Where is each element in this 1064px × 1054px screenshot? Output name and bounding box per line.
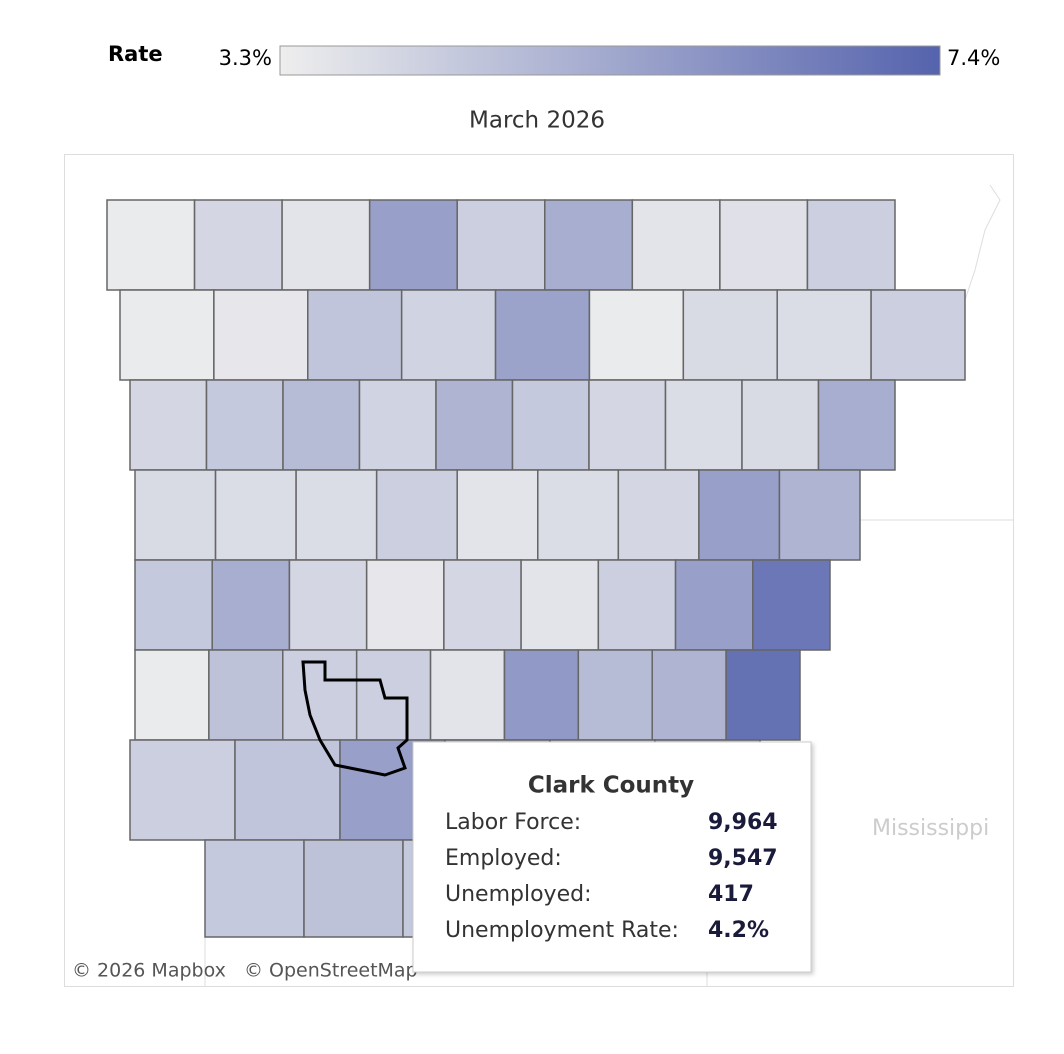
- county: [358, 379, 437, 471]
- county: [817, 379, 896, 471]
- county: [503, 649, 580, 741]
- county: [719, 199, 809, 291]
- county: [213, 289, 309, 381]
- county: [494, 289, 591, 381]
- county: [597, 559, 677, 651]
- map-title: March 2026: [469, 108, 605, 134]
- river: [964, 184, 1001, 301]
- county: [456, 469, 539, 561]
- county: [282, 379, 361, 471]
- selected-county[interactable]: [301, 660, 409, 777]
- tooltip-value: 9,547: [708, 846, 778, 871]
- county: [617, 469, 700, 561]
- county: [870, 289, 966, 381]
- county: [134, 469, 217, 561]
- county: [375, 469, 458, 561]
- county: [741, 379, 820, 471]
- county: [664, 379, 743, 471]
- county: [682, 289, 778, 381]
- legend-gradient: [279, 45, 941, 76]
- county: [698, 469, 781, 561]
- county: [806, 199, 896, 291]
- county: [674, 559, 754, 651]
- attribution[interactable]: © 2026 Mapbox: [72, 960, 226, 982]
- county: [106, 199, 196, 291]
- county: [134, 559, 213, 651]
- county: [288, 559, 368, 651]
- county: [577, 649, 653, 741]
- tooltip-label: Employed:: [445, 846, 562, 871]
- county: [295, 469, 378, 561]
- county: [537, 469, 620, 561]
- county: [511, 379, 590, 471]
- county: [208, 649, 284, 741]
- county: [725, 649, 801, 741]
- county: [429, 649, 506, 741]
- county: [211, 559, 291, 651]
- county: [204, 839, 305, 938]
- county: [778, 469, 861, 561]
- county: [129, 379, 208, 471]
- county: [400, 289, 497, 381]
- tooltip-value: 417: [708, 882, 754, 907]
- county: [303, 839, 404, 938]
- county: [193, 199, 283, 291]
- tooltip-value: 9,964: [708, 810, 778, 835]
- legend-min: 3.3%: [219, 46, 272, 70]
- county: [214, 469, 297, 561]
- tooltip-title: Clark County: [528, 773, 694, 799]
- county: [544, 199, 634, 291]
- county: [129, 739, 236, 841]
- county: [776, 289, 872, 381]
- county: [752, 559, 831, 651]
- county: [651, 649, 727, 741]
- county: [365, 559, 445, 651]
- tooltip: Clark County Labor Force: 9,964 Employed: 9…: [412, 741, 812, 973]
- county: [307, 289, 403, 381]
- county: [520, 559, 600, 651]
- county: [134, 649, 210, 741]
- county: [588, 379, 667, 471]
- county: [435, 379, 514, 471]
- county: [119, 289, 215, 381]
- tooltip-value: 4.2%: [708, 918, 769, 943]
- attribution[interactable]: © OpenStreetMap: [244, 960, 418, 982]
- tooltip-label: Unemployment Rate:: [445, 918, 679, 943]
- county: [456, 199, 546, 291]
- legend-max: 7.4%: [947, 46, 1000, 70]
- county: [631, 199, 721, 291]
- county: [588, 289, 685, 381]
- county: [234, 739, 341, 841]
- county: [281, 199, 371, 291]
- counties: [106, 199, 966, 938]
- county: [443, 559, 522, 651]
- county: [205, 379, 284, 471]
- county: [355, 649, 432, 741]
- county: [368, 199, 458, 291]
- tooltip-label: Labor Force:: [445, 810, 581, 835]
- tooltip-box: [412, 741, 812, 973]
- state-label: Mississippi: [872, 816, 989, 841]
- tooltip-label: Unemployed:: [445, 882, 591, 907]
- legend-title: Rate: [108, 42, 163, 66]
